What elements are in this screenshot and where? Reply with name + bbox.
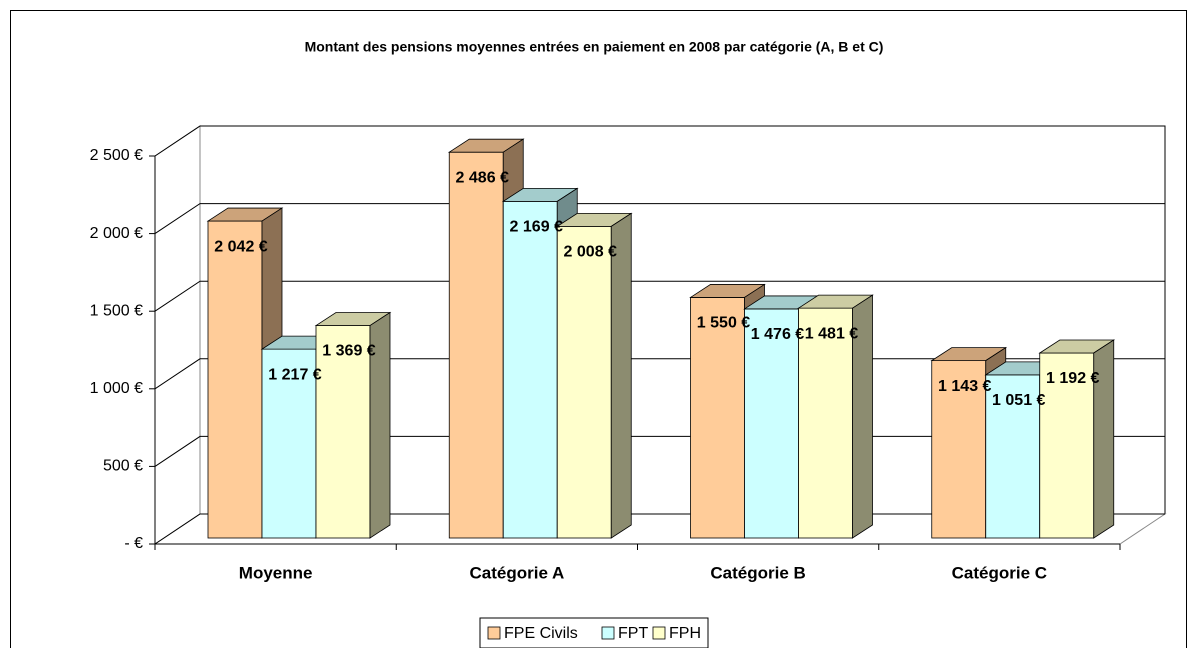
bar bbox=[744, 308, 799, 539]
legend-label: FPT bbox=[618, 625, 648, 642]
legend-label: FPE Civils bbox=[504, 625, 578, 642]
y-tick-label: 2 500 € bbox=[90, 147, 143, 164]
value-label: 1 476 € bbox=[751, 326, 804, 343]
value-label: 2 042 € bbox=[214, 238, 267, 255]
y-tick-label: 2 000 € bbox=[90, 225, 143, 242]
bar-side bbox=[852, 294, 873, 539]
grid-line bbox=[154, 125, 1165, 157]
bar bbox=[690, 297, 745, 539]
bar bbox=[798, 307, 853, 539]
y-tick-label: 500 € bbox=[103, 458, 143, 475]
legend-label: FPH bbox=[669, 625, 701, 642]
y-tick-label: - € bbox=[124, 535, 143, 552]
value-label: 2 486 € bbox=[456, 169, 509, 186]
chart-title: Montant des pensions moyennes entrées en… bbox=[305, 39, 884, 55]
bar-side bbox=[1093, 339, 1115, 539]
bar bbox=[556, 225, 612, 539]
value-label: 1 051 € bbox=[992, 392, 1045, 409]
value-label: 1 217 € bbox=[268, 366, 321, 383]
bar bbox=[502, 200, 558, 539]
legend-swatch bbox=[487, 626, 501, 640]
legend-swatch bbox=[601, 626, 615, 640]
value-label: 1 550 € bbox=[697, 315, 750, 332]
value-label: 1 192 € bbox=[1046, 370, 1099, 387]
y-tick-label: 1 000 € bbox=[90, 380, 143, 397]
bar bbox=[261, 348, 317, 539]
value-label: 1 143 € bbox=[938, 378, 991, 395]
x-tick-label: Moyenne bbox=[239, 563, 313, 582]
bar-side bbox=[369, 311, 391, 539]
value-label: 2 169 € bbox=[510, 219, 563, 236]
bar bbox=[985, 374, 1041, 539]
side-wall bbox=[154, 125, 201, 545]
x-tick-label: Catégorie B bbox=[710, 563, 805, 582]
value-label: 1 481 € bbox=[805, 325, 858, 342]
legend-swatch bbox=[652, 626, 666, 640]
x-tick-label: Catégorie C bbox=[952, 563, 1047, 582]
value-label: 1 369 € bbox=[322, 343, 375, 360]
y-tick-label: 1 500 € bbox=[90, 302, 143, 319]
legend-box bbox=[479, 617, 709, 648]
grid-line bbox=[154, 203, 1165, 235]
grid-line bbox=[154, 280, 1165, 312]
bar bbox=[931, 360, 987, 539]
bar bbox=[1039, 352, 1095, 539]
bar bbox=[207, 220, 263, 539]
x-tick-label: Catégorie A bbox=[469, 563, 564, 582]
bar bbox=[448, 151, 504, 539]
value-label: 2 008 € bbox=[564, 244, 617, 261]
bar-side bbox=[610, 212, 632, 539]
